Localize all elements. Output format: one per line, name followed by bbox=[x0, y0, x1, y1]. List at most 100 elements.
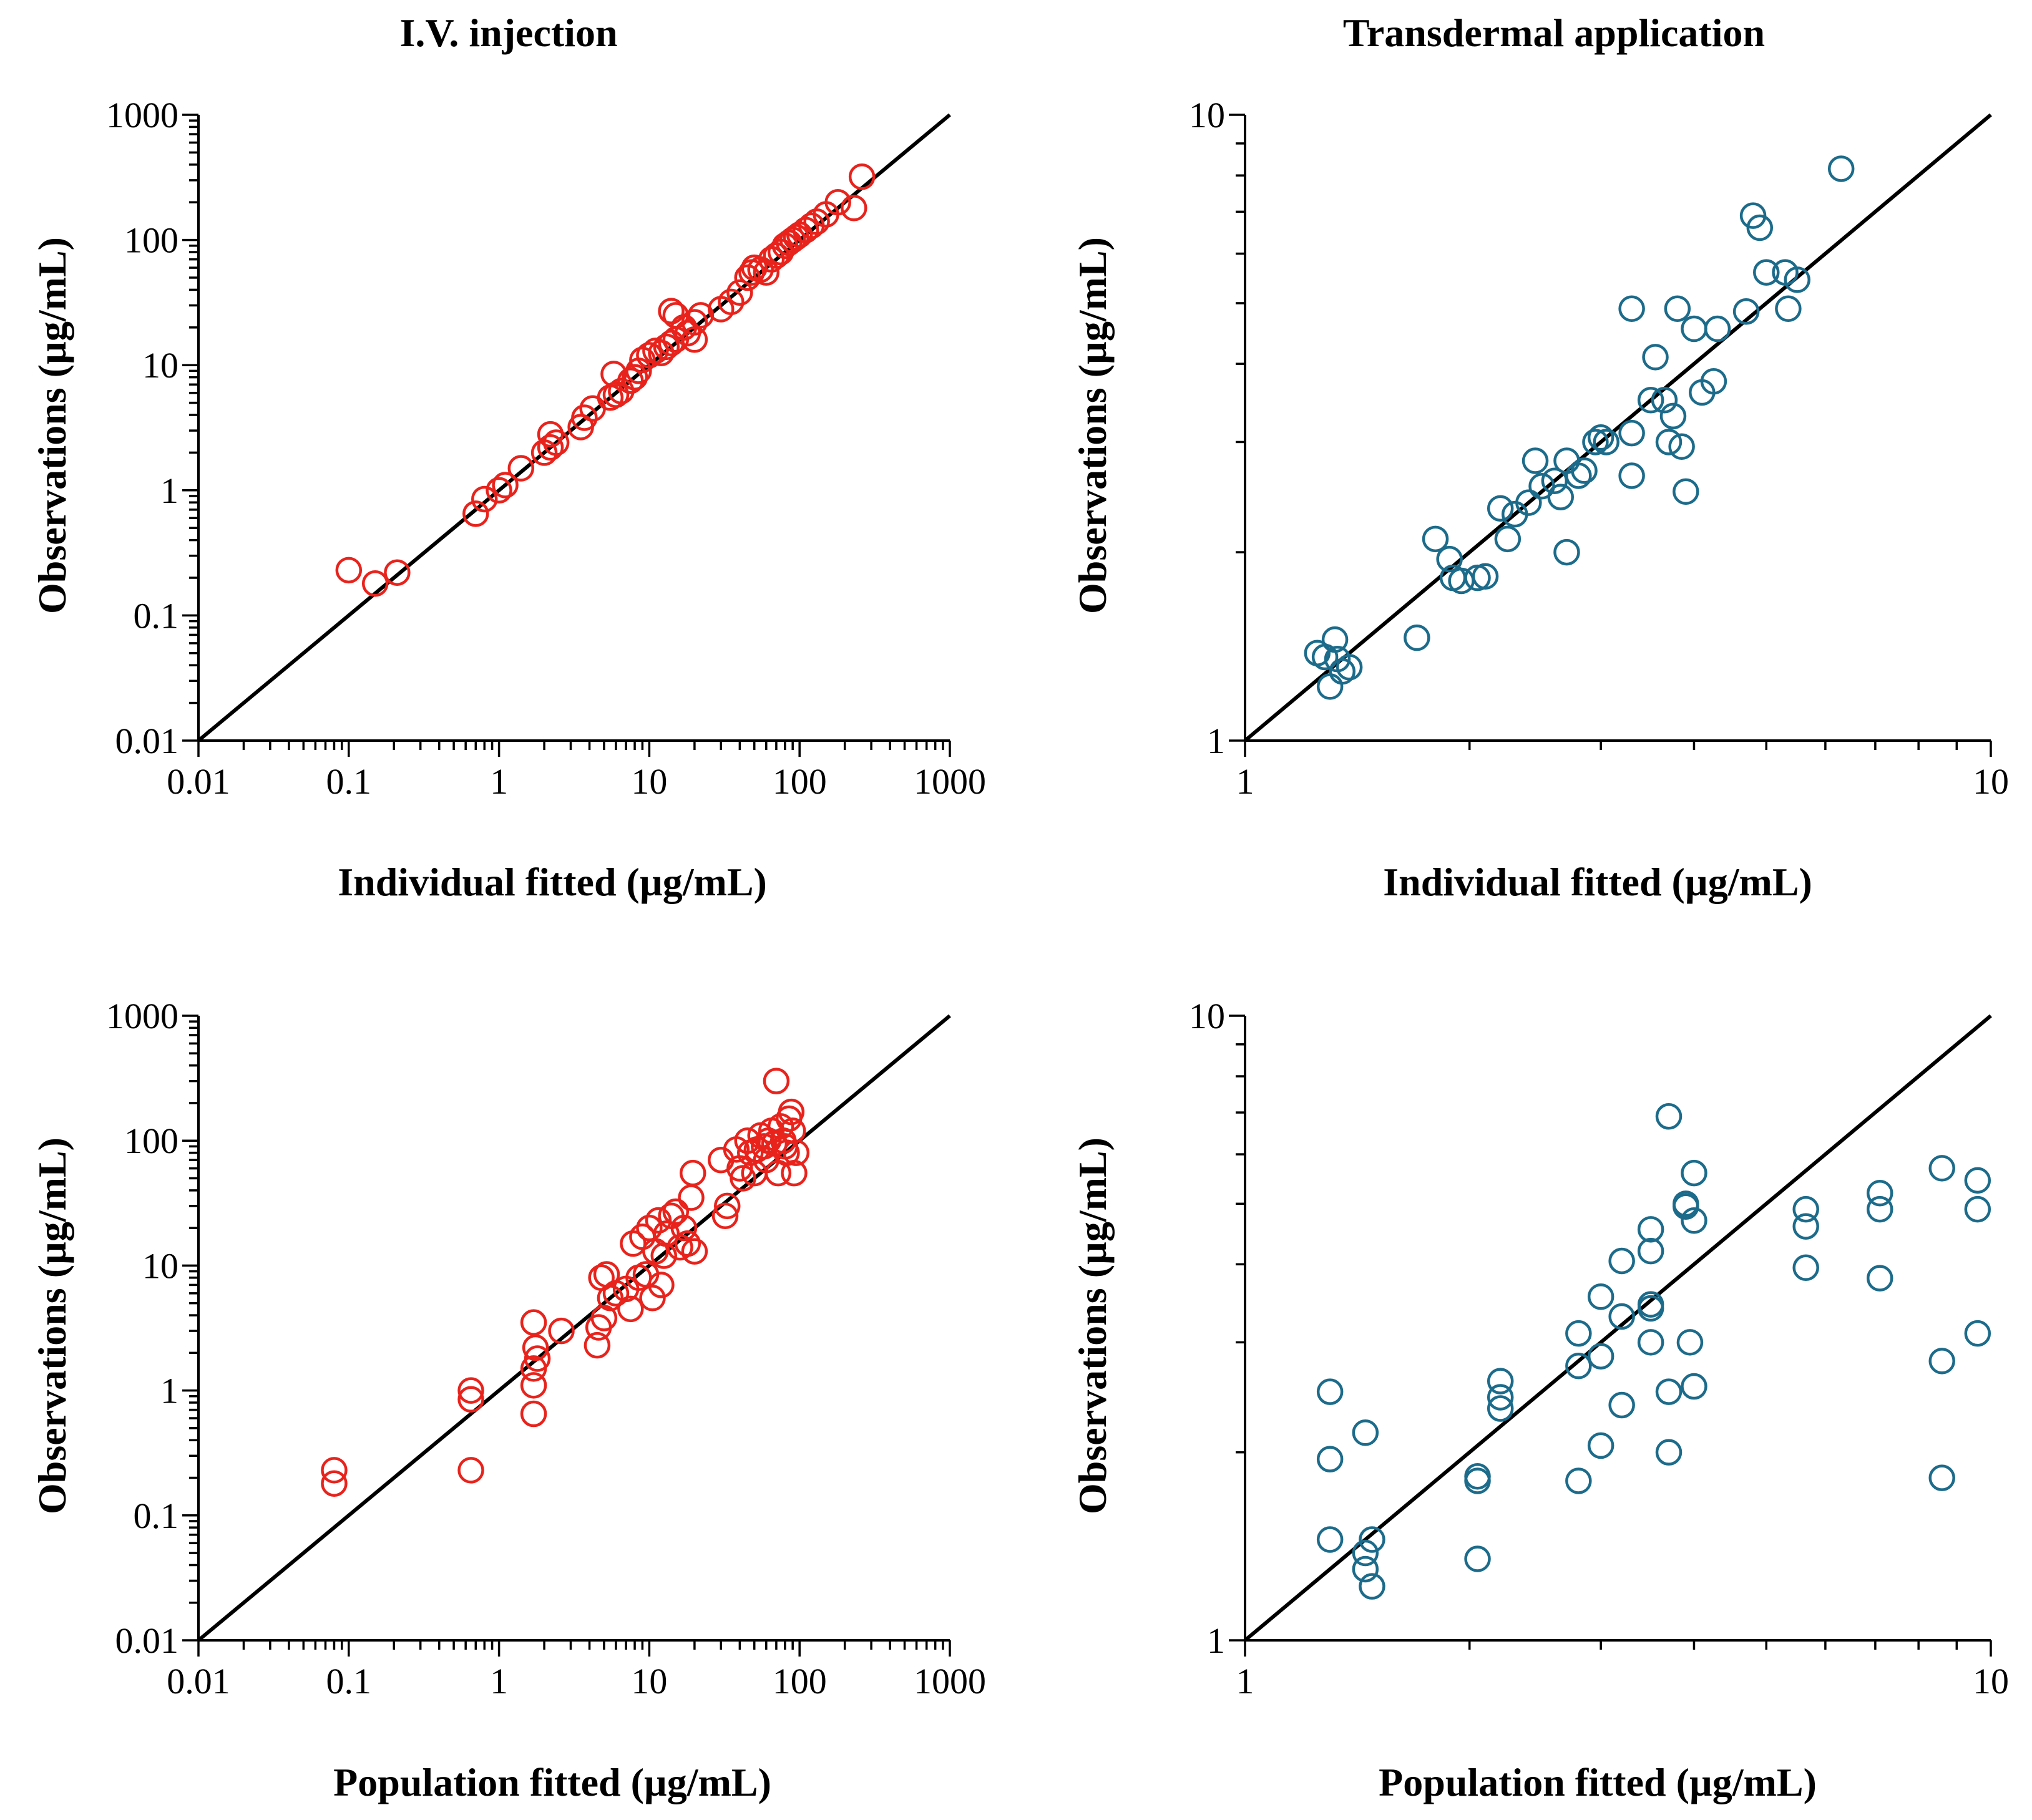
x-tick-label: 1000 bbox=[914, 1661, 986, 1701]
data-point bbox=[1618, 462, 1645, 489]
data-point bbox=[384, 559, 411, 586]
data-point bbox=[726, 279, 753, 306]
data-point bbox=[650, 1242, 677, 1269]
data-point bbox=[687, 302, 715, 329]
iv-population-panel: 0.01 0.1 1 10 100 1000 0.01 0.1 1 10 100 1000 Popul… bbox=[30, 996, 986, 1804]
data-point bbox=[763, 1068, 790, 1094]
y-tick-label: 0.1 bbox=[134, 595, 179, 636]
data-point bbox=[457, 1386, 484, 1413]
data-point bbox=[758, 246, 785, 273]
x-tick-label: 1 bbox=[490, 1661, 508, 1701]
data-point bbox=[492, 472, 519, 499]
data-point bbox=[1487, 1384, 1514, 1411]
x-tick-label: 0.1 bbox=[326, 1661, 372, 1701]
data-point bbox=[1352, 1555, 1379, 1583]
data-point bbox=[1565, 462, 1592, 489]
data-point bbox=[1964, 1320, 1991, 1347]
data-point bbox=[1321, 626, 1349, 653]
data-point bbox=[1522, 447, 1549, 474]
data-point bbox=[1448, 567, 1475, 595]
data-point bbox=[520, 1400, 547, 1428]
data-point bbox=[1571, 457, 1598, 484]
data-point bbox=[1352, 1419, 1379, 1446]
data-point bbox=[778, 1098, 805, 1126]
data-point bbox=[1659, 402, 1687, 430]
data-point bbox=[1867, 1180, 1893, 1207]
data-point bbox=[1792, 1195, 1819, 1223]
data-point bbox=[1827, 155, 1855, 182]
data-point bbox=[537, 421, 564, 448]
x-axis-label: Individual fitted (µg/mL) bbox=[338, 860, 767, 904]
data-point bbox=[1637, 1329, 1664, 1356]
y-tick-label: 0.1 bbox=[134, 1496, 179, 1536]
data-point bbox=[542, 429, 570, 456]
data-point bbox=[1316, 673, 1344, 700]
data-point bbox=[714, 1192, 741, 1220]
data-point bbox=[1464, 1467, 1491, 1494]
data-point bbox=[653, 1220, 680, 1247]
data-point bbox=[734, 1127, 761, 1154]
data-point bbox=[1792, 1213, 1819, 1240]
data-point bbox=[1676, 1329, 1704, 1356]
data-point bbox=[1732, 298, 1760, 325]
data-point bbox=[1608, 1247, 1635, 1275]
data-point bbox=[1422, 525, 1449, 553]
data-point bbox=[321, 1470, 348, 1497]
data-point bbox=[1618, 295, 1645, 322]
x-tick-label: 0.01 bbox=[167, 1661, 230, 1701]
data-point bbox=[781, 1159, 808, 1187]
data-point bbox=[1637, 387, 1664, 414]
data-point bbox=[1704, 315, 1731, 343]
x-axis-label: Population fitted (µg/mL) bbox=[333, 1760, 771, 1804]
data-point bbox=[321, 1457, 348, 1484]
data-point bbox=[1565, 1320, 1592, 1347]
data-point bbox=[1673, 1193, 1699, 1220]
x-tick-label: 1000 bbox=[914, 761, 986, 802]
y-tick-label: 10 bbox=[142, 345, 178, 386]
data-point bbox=[1668, 433, 1695, 460]
y-tick-label: 0.01 bbox=[115, 721, 179, 761]
data-point bbox=[486, 477, 512, 504]
data-point bbox=[1336, 654, 1363, 681]
data-point bbox=[1642, 344, 1669, 371]
data-point bbox=[1553, 538, 1580, 566]
y-tick-label: 10 bbox=[142, 1245, 178, 1286]
y-tick-label: 0.01 bbox=[115, 1620, 179, 1661]
data-point bbox=[841, 195, 867, 221]
y-tick-label: 1000 bbox=[106, 996, 178, 1036]
y-tick-label: 10 bbox=[1189, 95, 1225, 135]
data-point bbox=[1565, 1352, 1592, 1380]
x-tick-label: 10 bbox=[631, 761, 667, 802]
data-point bbox=[1587, 1283, 1614, 1310]
data-point bbox=[1593, 429, 1619, 455]
data-point bbox=[457, 1457, 484, 1484]
x-tick-label: 1 bbox=[1236, 1661, 1254, 1701]
column-title-iv: I.V. injection bbox=[399, 11, 617, 55]
data-point bbox=[1359, 1526, 1385, 1553]
data-point bbox=[590, 1305, 618, 1331]
data-point bbox=[681, 1238, 708, 1265]
data-point bbox=[1464, 1545, 1491, 1572]
data-point bbox=[617, 1295, 644, 1323]
y-tick-label: 1000 bbox=[106, 95, 178, 135]
data-point bbox=[1316, 1446, 1344, 1472]
data-point bbox=[1928, 1464, 1955, 1491]
data-point bbox=[1436, 545, 1463, 573]
x-tick-label: 100 bbox=[773, 1661, 827, 1701]
data-point bbox=[571, 404, 598, 431]
data-point bbox=[1753, 259, 1780, 286]
x-tick-label: 1 bbox=[1236, 761, 1254, 802]
data-point bbox=[645, 1207, 672, 1234]
data-point bbox=[1515, 489, 1542, 516]
data-point bbox=[462, 500, 489, 527]
data-point bbox=[621, 364, 648, 391]
data-point bbox=[1587, 424, 1614, 451]
x-axis-label: Individual fitted (µg/mL) bbox=[1383, 860, 1812, 904]
data-point bbox=[1637, 1216, 1664, 1243]
y-tick-label: 1 bbox=[160, 470, 178, 511]
data-point bbox=[1316, 1378, 1344, 1405]
data-point bbox=[1487, 495, 1514, 522]
data-point bbox=[1582, 429, 1609, 455]
data-point bbox=[1404, 624, 1430, 651]
